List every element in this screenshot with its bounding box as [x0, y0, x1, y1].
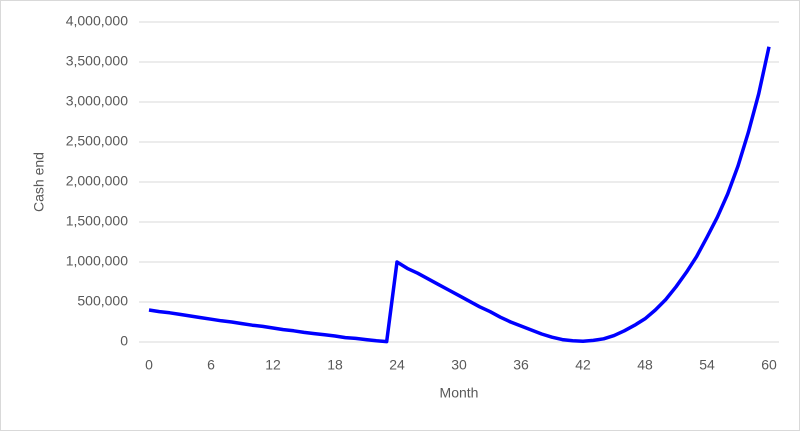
y-tick-label: 3,500,000 [66, 53, 128, 69]
x-tick-label: 12 [265, 357, 281, 373]
x-tick-label: 42 [575, 357, 591, 373]
data-line [148, 46, 771, 344]
x-tick-label: 0 [145, 357, 153, 373]
x-tick-label: 24 [389, 357, 405, 373]
x-tick-label: 48 [637, 357, 653, 373]
y-tick-label: 3,000,000 [66, 93, 128, 109]
y-tick-label: 2,000,000 [66, 173, 128, 189]
x-tick-label: 30 [451, 357, 467, 373]
x-tick-label: 54 [699, 357, 715, 373]
y-tick-label: 0 [120, 333, 128, 349]
y-tick-label: 2,500,000 [66, 133, 128, 149]
y-tick-label: 1,000,000 [66, 253, 128, 269]
x-axis-title: Month [440, 385, 479, 401]
y-tick-label: 500,000 [77, 293, 128, 309]
y-tick-label: 4,000,000 [66, 13, 128, 29]
x-tick-label: 60 [761, 357, 777, 373]
y-tick-label: 1,500,000 [66, 213, 128, 229]
y-axis-title: Cash end [31, 152, 47, 212]
x-tick-label: 18 [327, 357, 343, 373]
x-tick-label: 6 [207, 357, 215, 373]
x-tick-label: 36 [513, 357, 529, 373]
